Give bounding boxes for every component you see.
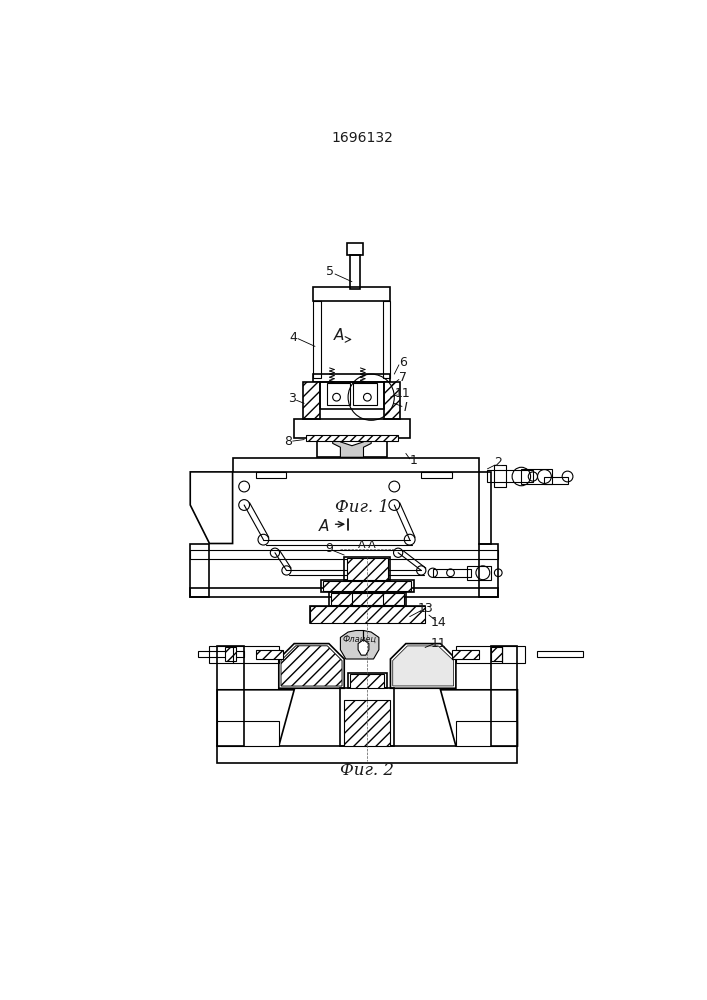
Polygon shape (217, 721, 279, 746)
Text: 5: 5 (327, 265, 334, 278)
Bar (233, 458, 479, 472)
Bar (233, 646, 279, 663)
Text: 11: 11 (395, 387, 411, 400)
Bar (225, 647, 236, 661)
Text: Фланец: Фланец (343, 635, 377, 644)
Text: 13: 13 (418, 602, 433, 615)
Bar (256, 650, 283, 659)
Bar (494, 465, 506, 487)
Bar (209, 646, 233, 663)
Text: Фиг. 1: Фиг. 1 (335, 499, 389, 516)
Bar (303, 382, 320, 419)
Bar (346, 558, 388, 580)
Polygon shape (340, 631, 379, 659)
Bar (331, 593, 404, 605)
Bar (320, 382, 383, 409)
Bar (294, 419, 409, 438)
Bar (456, 646, 502, 663)
Text: 11: 11 (431, 637, 447, 650)
Text: 4: 4 (289, 331, 298, 344)
Text: 1696132: 1696132 (331, 131, 393, 145)
Text: I: I (404, 401, 408, 414)
Bar (348, 673, 387, 688)
Polygon shape (281, 646, 342, 686)
Bar (329, 592, 406, 606)
Bar (351, 255, 360, 289)
Polygon shape (281, 646, 342, 686)
Bar (313, 287, 390, 301)
Text: 6: 6 (399, 356, 407, 369)
Bar (340, 688, 395, 746)
Bar (317, 436, 387, 457)
Bar (217, 746, 518, 763)
Bar (217, 646, 244, 746)
Text: A: A (334, 328, 344, 343)
Bar (491, 646, 518, 746)
Bar (313, 301, 321, 378)
Bar (479, 472, 491, 544)
Bar (537, 651, 583, 657)
Bar (256, 472, 286, 478)
Bar (324, 581, 411, 591)
Bar (321, 580, 414, 592)
Bar (344, 557, 390, 580)
Text: A: A (319, 519, 329, 534)
Bar (190, 544, 209, 597)
Bar (327, 383, 351, 405)
Bar (198, 651, 244, 657)
Bar (313, 374, 390, 382)
Bar (433, 569, 472, 577)
Bar (310, 606, 425, 623)
Bar (344, 700, 390, 746)
Bar (467, 566, 491, 580)
Polygon shape (393, 646, 454, 686)
Bar (452, 650, 479, 659)
Text: 9: 9 (325, 542, 333, 555)
Bar (190, 550, 498, 559)
Bar (351, 674, 385, 688)
Bar (352, 592, 382, 606)
Bar (479, 544, 498, 597)
Bar (310, 606, 425, 623)
Bar (421, 472, 452, 478)
Text: Фиг. 2: Фиг. 2 (340, 762, 395, 779)
Bar (347, 243, 363, 255)
Bar (305, 435, 398, 441)
Polygon shape (456, 721, 518, 746)
Bar (190, 588, 498, 597)
Text: 8: 8 (284, 435, 292, 448)
Bar (383, 382, 400, 419)
Bar (544, 477, 568, 484)
Polygon shape (333, 438, 371, 457)
Text: 14: 14 (431, 616, 447, 629)
Bar (354, 383, 377, 405)
Bar (491, 647, 502, 661)
Text: 3: 3 (288, 392, 296, 405)
Text: 2: 2 (494, 456, 502, 469)
Bar (382, 301, 390, 378)
Bar (486, 470, 533, 482)
Text: 7: 7 (399, 371, 407, 384)
Text: A-A: A-A (358, 540, 377, 550)
Bar (502, 646, 525, 663)
Bar (521, 469, 552, 484)
Text: 1: 1 (409, 454, 417, 467)
